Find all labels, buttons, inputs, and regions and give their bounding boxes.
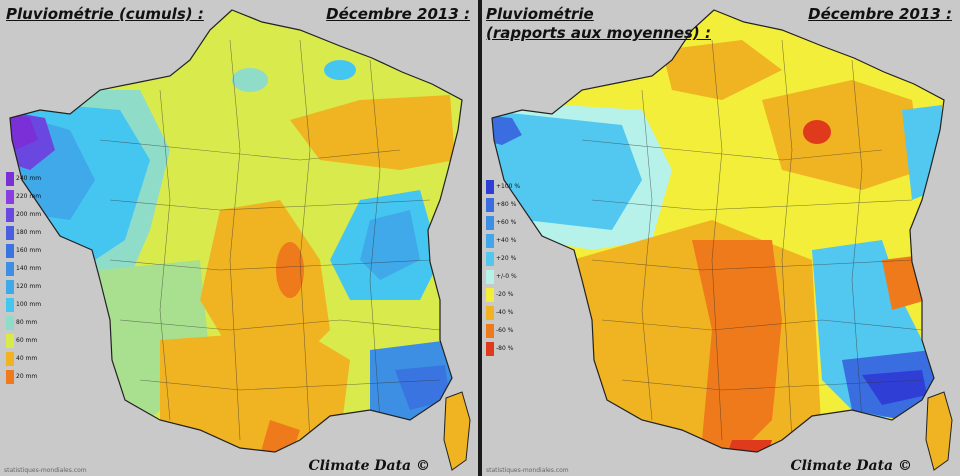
legend-label: +60 %: [496, 219, 517, 226]
legend-entry: -60 %: [486, 324, 526, 338]
legend-entry: +100 %: [486, 180, 526, 194]
right-credit: Climate Data ©: [790, 458, 912, 474]
rainfall-ratio-map: [491, 9, 953, 471]
legend-swatch: [486, 342, 494, 356]
legend-label: 40 mm: [16, 355, 38, 362]
left-map-panel: Pluviométrie (cumuls) : Décembre 2013 : …: [0, 0, 478, 476]
legend-entry: -40 %: [486, 306, 526, 320]
right-map-panel: Pluviométrie (rapports aux moyennes) : D…: [482, 0, 960, 476]
legend-swatch: [6, 262, 14, 276]
cumulative-rainfall-map: [9, 9, 471, 471]
legend-swatch: [6, 298, 14, 312]
legend-entry: 80 mm: [6, 316, 46, 330]
legend-swatch: [6, 190, 14, 204]
france-outline: [491, 9, 945, 453]
legend-entry: 100 mm: [6, 298, 46, 312]
legend-entry: 220 mm: [6, 190, 46, 204]
corsica-shape: [443, 391, 471, 471]
legend-swatch: [6, 244, 14, 258]
legend-label: -20 %: [496, 291, 514, 298]
legend-swatch: [486, 288, 494, 302]
legend-swatch: [6, 208, 14, 222]
legend-swatch: [486, 234, 494, 248]
legend-entry: 140 mm: [6, 262, 46, 276]
legend-swatch: [6, 226, 14, 240]
legend-label: 120 mm: [16, 283, 42, 290]
legend-swatch: [486, 198, 494, 212]
left-credit: Climate Data ©: [308, 458, 430, 474]
right-map-title-line2: (rapports aux moyennes) :: [486, 24, 711, 42]
legend-label: 140 mm: [16, 265, 42, 272]
legend-swatch: [486, 306, 494, 320]
legend-label: -80 %: [496, 345, 514, 352]
legend-label: +/-0 %: [496, 273, 517, 280]
legend-label: +100 %: [496, 183, 521, 190]
site-watermark: statistiques-mondiales.com: [486, 467, 569, 474]
legend-label: 180 mm: [16, 229, 42, 236]
right-map-date: Décembre 2013 :: [808, 5, 952, 23]
left-map-title: Pluviométrie (cumuls) :: [6, 5, 204, 23]
legend-entry: +60 %: [486, 216, 526, 230]
corsica-shape: [925, 391, 953, 471]
legend-entry: 120 mm: [6, 280, 46, 294]
legend-label: 20 mm: [16, 373, 38, 380]
legend-label: +80 %: [496, 201, 517, 208]
legend-entry: -80 %: [486, 342, 526, 356]
legend-label: 220 mm: [16, 193, 42, 200]
legend-label: 160 mm: [16, 247, 42, 254]
rainfall-zones: [10, 10, 462, 452]
ratio-zones: [492, 10, 944, 452]
site-watermark: statistiques-mondiales.com: [4, 467, 87, 474]
panel-divider: [478, 0, 482, 476]
right-map-title-line1: Pluviométrie: [486, 5, 594, 23]
legend-label: 240 mm: [16, 175, 42, 182]
legend-swatch: [486, 324, 494, 338]
legend-label: +20 %: [496, 255, 517, 262]
legend-entry: 240 mm: [6, 172, 46, 186]
legend-swatch: [6, 370, 14, 384]
legend-entry: 200 mm: [6, 208, 46, 222]
legend-label: 100 mm: [16, 301, 42, 308]
legend-entry: 180 mm: [6, 226, 46, 240]
legend-swatch: [486, 270, 494, 284]
legend-label: 60 mm: [16, 337, 38, 344]
legend-entry: 20 mm: [6, 370, 46, 384]
legend-entry: +/-0 %: [486, 270, 526, 284]
legend-label: -40 %: [496, 309, 514, 316]
legend-swatch: [6, 352, 14, 366]
left-map-date: Décembre 2013 :: [326, 5, 470, 23]
legend-entry: 40 mm: [6, 352, 46, 366]
legend-label: +40 %: [496, 237, 517, 244]
legend-label: 200 mm: [16, 211, 42, 218]
legend-entry: +80 %: [486, 198, 526, 212]
legend-entry: +40 %: [486, 234, 526, 248]
legend-entry: 60 mm: [6, 334, 46, 348]
legend-entry: -20 %: [486, 288, 526, 302]
legend-swatch: [6, 316, 14, 330]
legend-swatch: [6, 280, 14, 294]
legend-swatch: [486, 180, 494, 194]
legend-label: 80 mm: [16, 319, 38, 326]
legend-label: -60 %: [496, 327, 514, 334]
legend-entry: +20 %: [486, 252, 526, 266]
france-outline: [9, 9, 463, 453]
legend-swatch: [486, 216, 494, 230]
legend-swatch: [6, 334, 14, 348]
legend-swatch: [6, 172, 14, 186]
legend-entry: 160 mm: [6, 244, 46, 258]
legend-swatch: [486, 252, 494, 266]
